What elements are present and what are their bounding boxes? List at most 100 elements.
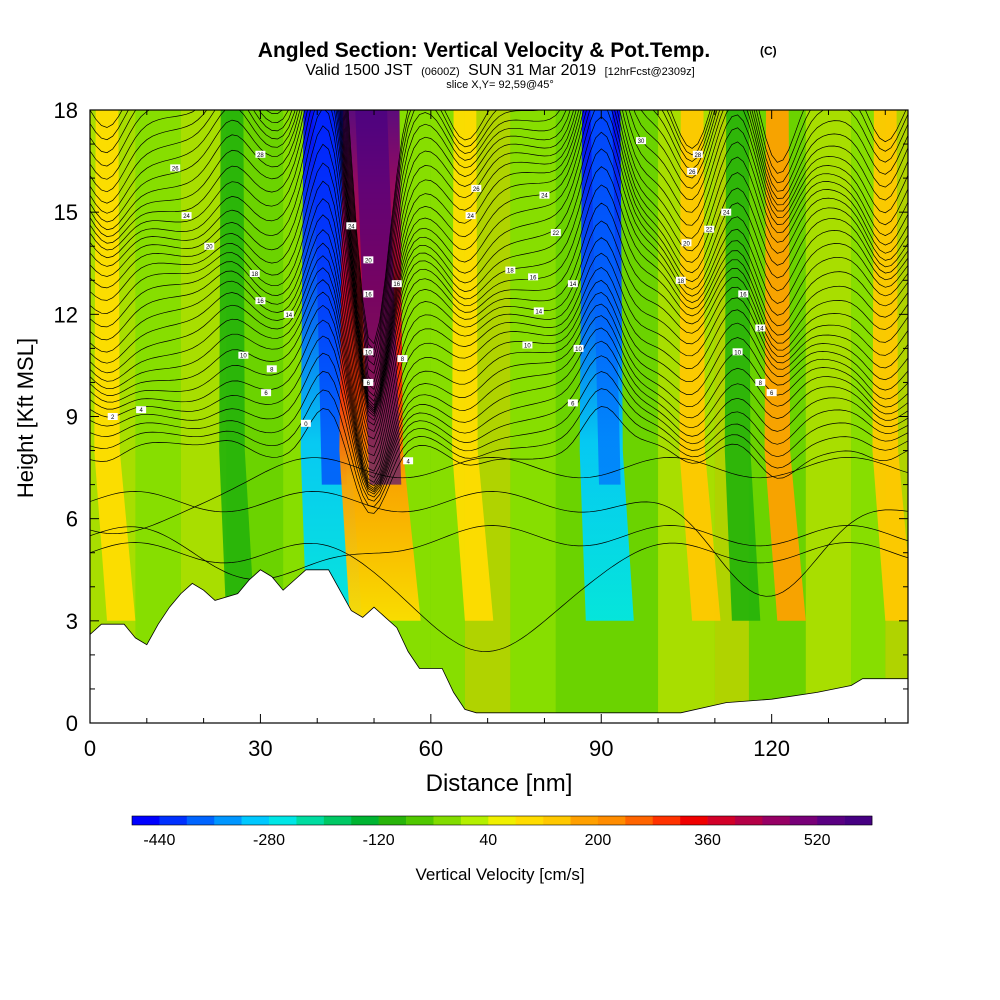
theta-contour-label: 24 [465,212,476,220]
contour-label-text: 24 [183,214,190,220]
subtitle-zulu: (0600Z) [421,66,460,78]
contour-label-text: 10 [734,350,741,356]
contour-label-text: 14 [535,309,542,315]
contour-label-text: 20 [206,245,213,251]
theta-contour-label: 28 [692,150,703,159]
theta-contour-line [90,110,908,411]
contour-label-bg [346,222,357,230]
colorbar-swatch [680,816,708,825]
contour-label-bg [181,212,192,220]
contour-label-bg [567,280,578,288]
theta-contour-line [90,110,908,383]
contour-label-text: 20 [365,258,372,264]
colorbar-swatch [323,816,352,825]
colorbar-tick-label: 200 [585,832,612,849]
contour-label-text: 24 [348,224,355,230]
theta-contour-label: 18 [505,266,516,275]
colorbar: -440 -280 -120 40 200 360 520 [131,815,873,849]
colorbar-swatch [460,816,489,825]
theta-contour-label: 26 [687,167,698,176]
theta-contour-line [90,110,908,402]
contour-label-bg [363,256,374,264]
colorbar-swatch [378,816,407,825]
contour-label-bg [300,419,311,427]
colorbar-swatch [433,816,462,825]
theta-contour-line [90,198,908,448]
contour-label-text: 4 [139,408,143,414]
theta-contour-label: 14 [567,280,578,288]
contour-label-text: 28 [694,153,701,159]
contour-label-text: 6 [571,401,575,407]
colorbar-tick-label: 40 [479,832,497,849]
theta-contour-label: 20 [681,239,692,247]
contour-label-text: 16 [530,275,537,281]
colorbar-swatch [406,816,434,825]
theta-contour-label: 6 [363,378,374,387]
contour-label-text: 10 [524,343,531,349]
x-axis-label: Distance [nm] [426,770,573,797]
theta-contour-label: 16 [391,280,402,288]
contour-label-text: 26 [172,166,179,172]
contour-label-bg [692,150,703,158]
theta-contour-label: 22 [550,229,561,237]
contour-label-text: 8 [401,357,405,363]
contour-label-text: 24 [723,211,730,217]
theta-contour-line [90,304,908,491]
colorbar-swatch [652,816,681,825]
theta-contour-line [90,110,908,397]
colorbar-swatch [132,816,160,825]
contour-label-text: 26 [473,187,480,193]
contour-label-bg [732,348,743,356]
contour-label-bg [107,413,118,420]
background-velocity-band [510,110,556,723]
contour-label-bg [675,276,686,284]
contour-label-text: 22 [552,231,559,237]
x-tick-label: 0 [84,736,96,761]
contour-label-text: 2 [111,415,115,421]
theta-contour-label: 10 [522,341,533,349]
theta-contour-label: 20 [204,242,215,251]
contour-label-text: 6 [367,381,371,387]
theta-contour-line [90,110,908,415]
contour-label-bg [249,269,260,277]
theta-contour-line [90,406,908,514]
contour-label-bg [766,389,777,397]
plot-area: 2628242018161410864202420161061684262424… [90,110,908,723]
theta-contours [90,110,908,652]
y-tick-label: 18 [54,98,78,123]
theta-contour-line [90,125,908,421]
theta-contour-line [90,110,908,351]
colorbar-swatch [789,816,818,825]
x-tick-label: 90 [589,736,613,761]
contour-label-text: 22 [706,228,713,234]
theta-contour-label: 0 [300,419,311,428]
subtitle-date: SUN 31 Mar 2019 [468,62,596,79]
theta-contour-line [90,491,908,597]
colorbar-swatch [817,816,845,825]
chart-slice-text: slice X,Y= 92,59@45° [446,79,554,91]
theta-contour-line [90,229,908,465]
contour-label-text: 0 [304,422,308,428]
contour-label-bg [363,348,374,356]
theta-contour-line [90,162,908,433]
theta-contour-line [90,457,908,535]
contour-label-bg [397,355,408,363]
y-tick-label: 15 [54,200,78,225]
contour-label-text: 18 [507,269,514,275]
theta-contour-label: 24 [346,222,357,230]
theta-contour-line [90,110,908,366]
theta-contour-line [90,110,908,375]
y-tick-label: 9 [66,405,78,430]
contour-label-bg [363,378,374,386]
y-tick-label: 3 [66,609,78,634]
contour-label-bg [721,208,732,216]
theta-contour-line [90,110,908,358]
colorbar-tick-label: -280 [253,832,285,849]
colorbar-label: Vertical Velocity [cm/s] [415,865,584,884]
contour-label-text: 20 [683,241,690,247]
theta-contour-label: 14 [533,307,544,315]
theta-contour-line [90,267,908,483]
theta-contour-label: 14 [755,324,766,332]
contour-label-bg [636,137,647,145]
